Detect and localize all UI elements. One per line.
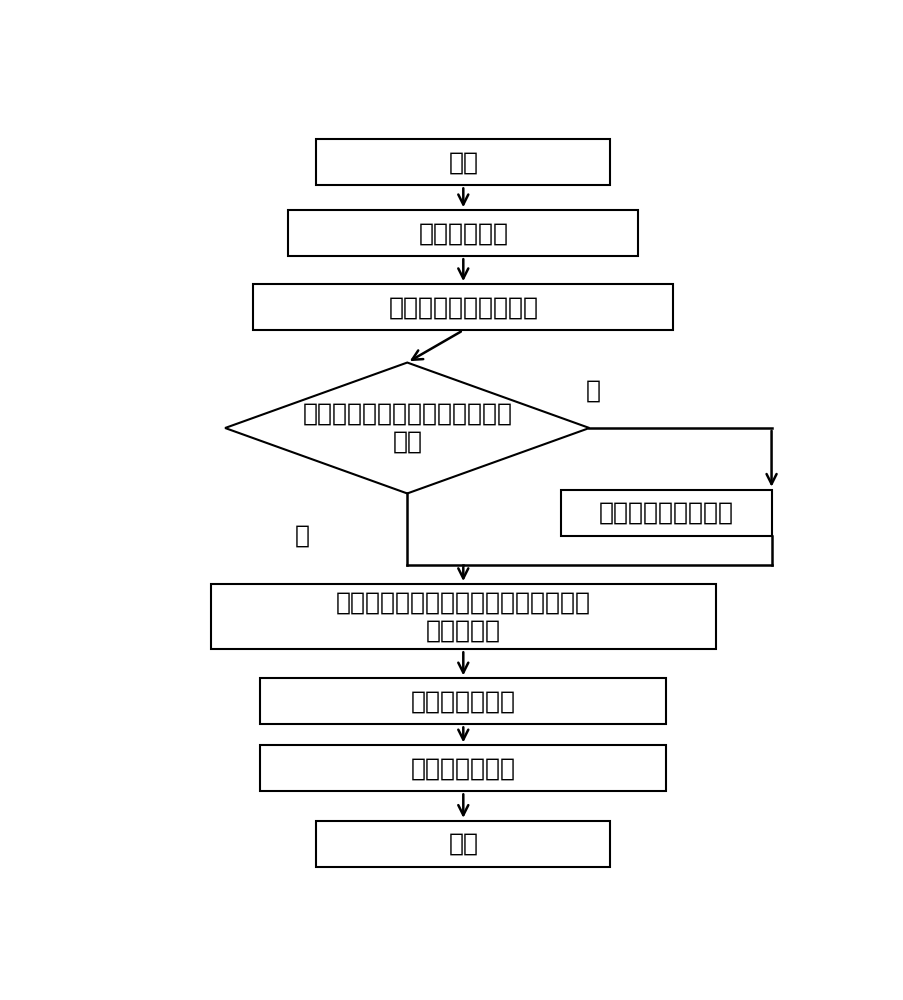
- Text: 判断替换文件是否是默认的固定
格式: 判断替换文件是否是默认的固定 格式: [302, 402, 512, 454]
- Text: 更换替换文件的格式: 更换替换文件的格式: [599, 501, 733, 525]
- Bar: [260, 678, 666, 724]
- Bar: [561, 490, 771, 536]
- Bar: [288, 210, 638, 256]
- Bar: [253, 284, 673, 330]
- Bar: [211, 584, 715, 649]
- Bar: [316, 821, 610, 867]
- Text: 集成系统固件打包工具: 集成系统固件打包工具: [388, 295, 537, 319]
- Text: 储存到设置好的固定名称和固定路径下
的源目录中: 储存到设置好的固定名称和固定路径下 的源目录中: [335, 591, 591, 643]
- Text: 结束: 结束: [448, 832, 478, 856]
- Text: 开始: 开始: [448, 150, 478, 174]
- Text: 剖离打包工具: 剖离打包工具: [418, 221, 507, 245]
- Bar: [316, 139, 610, 185]
- Bar: [260, 745, 666, 791]
- Text: 生成新的源目录: 生成新的源目录: [410, 689, 516, 713]
- Text: 是: 是: [294, 524, 310, 548]
- Text: 打包新的源目录: 打包新的源目录: [410, 756, 516, 780]
- Text: 否: 否: [585, 379, 600, 403]
- Polygon shape: [225, 363, 589, 493]
